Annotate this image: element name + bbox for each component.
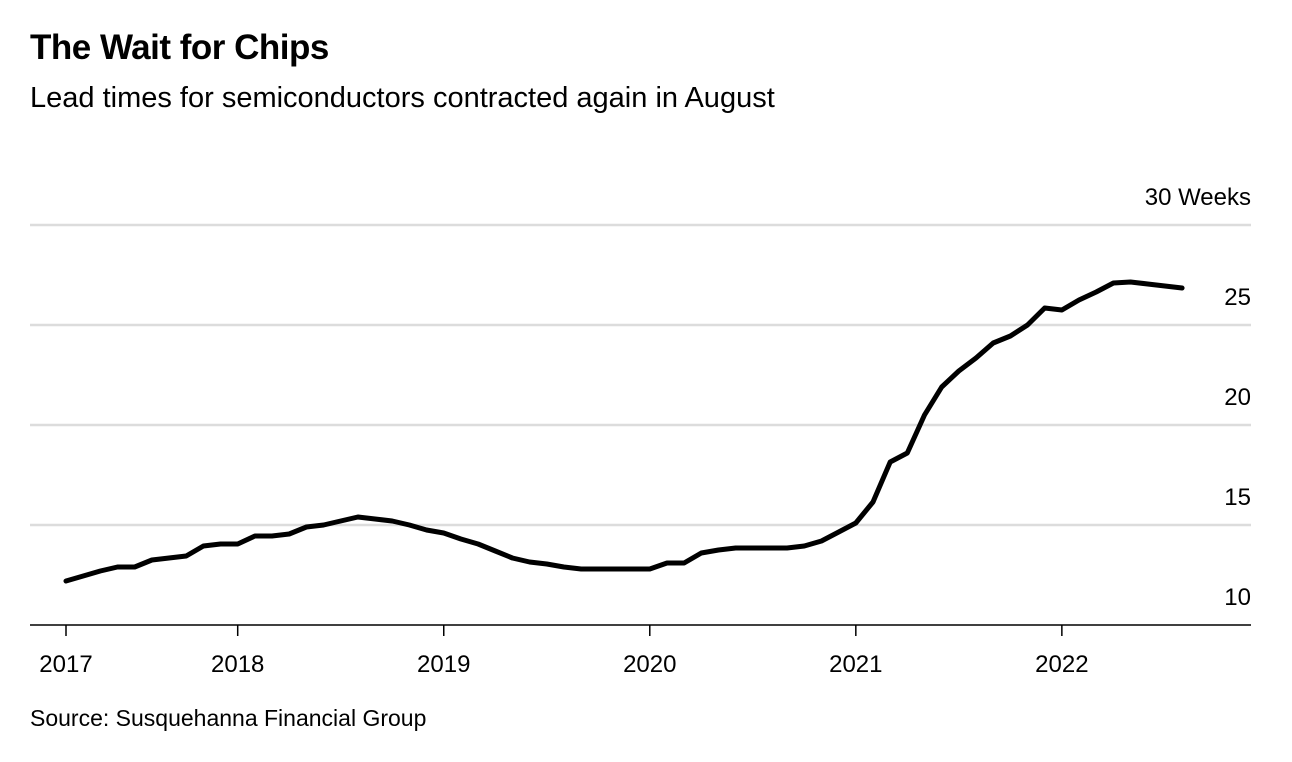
- source-note: Source: Susquehanna Financial Group: [30, 705, 427, 731]
- x-tick-label: 2019: [417, 651, 470, 678]
- x-tick-label: 2022: [1035, 651, 1088, 678]
- series-line-lead-time: [63, 279, 1185, 584]
- x-tick-label: 2018: [211, 651, 264, 678]
- x-tick-label: 2020: [623, 651, 676, 678]
- x-tick-label: 2017: [39, 651, 92, 678]
- chart-title: The Wait for Chips: [30, 28, 329, 67]
- chart-subtitle: Lead times for semiconductors contracted…: [30, 82, 775, 114]
- y-tick-label: 30 Weeks: [1145, 184, 1251, 211]
- y-tick-label: 10: [1224, 584, 1251, 611]
- x-tick-label: 2021: [829, 651, 882, 678]
- y-tick-label: 15: [1224, 484, 1251, 511]
- y-tick-label: 20: [1224, 384, 1251, 411]
- y-tick-label: 25: [1224, 284, 1251, 311]
